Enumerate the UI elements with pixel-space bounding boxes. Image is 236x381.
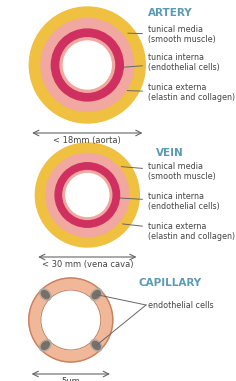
- Text: tunica externa
(elastin and collagen): tunica externa (elastin and collagen): [127, 83, 235, 102]
- Ellipse shape: [41, 341, 49, 349]
- Circle shape: [41, 19, 134, 111]
- Text: endothelial cells: endothelial cells: [148, 301, 214, 309]
- Text: tunica interna
(endothelial cells): tunica interna (endothelial cells): [117, 53, 220, 72]
- Text: < 30 mm (vena cava): < 30 mm (vena cava): [42, 260, 133, 269]
- Text: tunica externa
(elastin and collagen): tunica externa (elastin and collagen): [122, 222, 235, 242]
- Text: VEIN: VEIN: [156, 148, 184, 158]
- Text: tunical media
(smooth muscle): tunical media (smooth muscle): [121, 162, 216, 181]
- Circle shape: [41, 290, 101, 350]
- Text: 5μm: 5μm: [61, 377, 80, 381]
- Text: ARTERY: ARTERY: [148, 8, 192, 18]
- Circle shape: [60, 38, 115, 92]
- Ellipse shape: [40, 289, 51, 300]
- Ellipse shape: [92, 291, 100, 298]
- Circle shape: [63, 41, 111, 89]
- Ellipse shape: [91, 340, 102, 351]
- Text: tunica interna
(endothelial cells): tunica interna (endothelial cells): [115, 192, 220, 211]
- Ellipse shape: [91, 289, 102, 300]
- Circle shape: [29, 278, 113, 362]
- Circle shape: [35, 143, 139, 247]
- Circle shape: [55, 163, 120, 227]
- Text: < 18mm (aorta): < 18mm (aorta): [53, 136, 121, 145]
- Ellipse shape: [41, 291, 49, 298]
- Circle shape: [51, 29, 123, 101]
- Circle shape: [29, 7, 145, 123]
- Ellipse shape: [40, 340, 51, 351]
- Ellipse shape: [92, 341, 100, 349]
- Text: tunical media
(smooth muscle): tunical media (smooth muscle): [128, 25, 216, 45]
- Circle shape: [66, 173, 109, 216]
- Text: CAPILLARY: CAPILLARY: [139, 278, 202, 288]
- Circle shape: [46, 154, 129, 237]
- Circle shape: [63, 171, 112, 219]
